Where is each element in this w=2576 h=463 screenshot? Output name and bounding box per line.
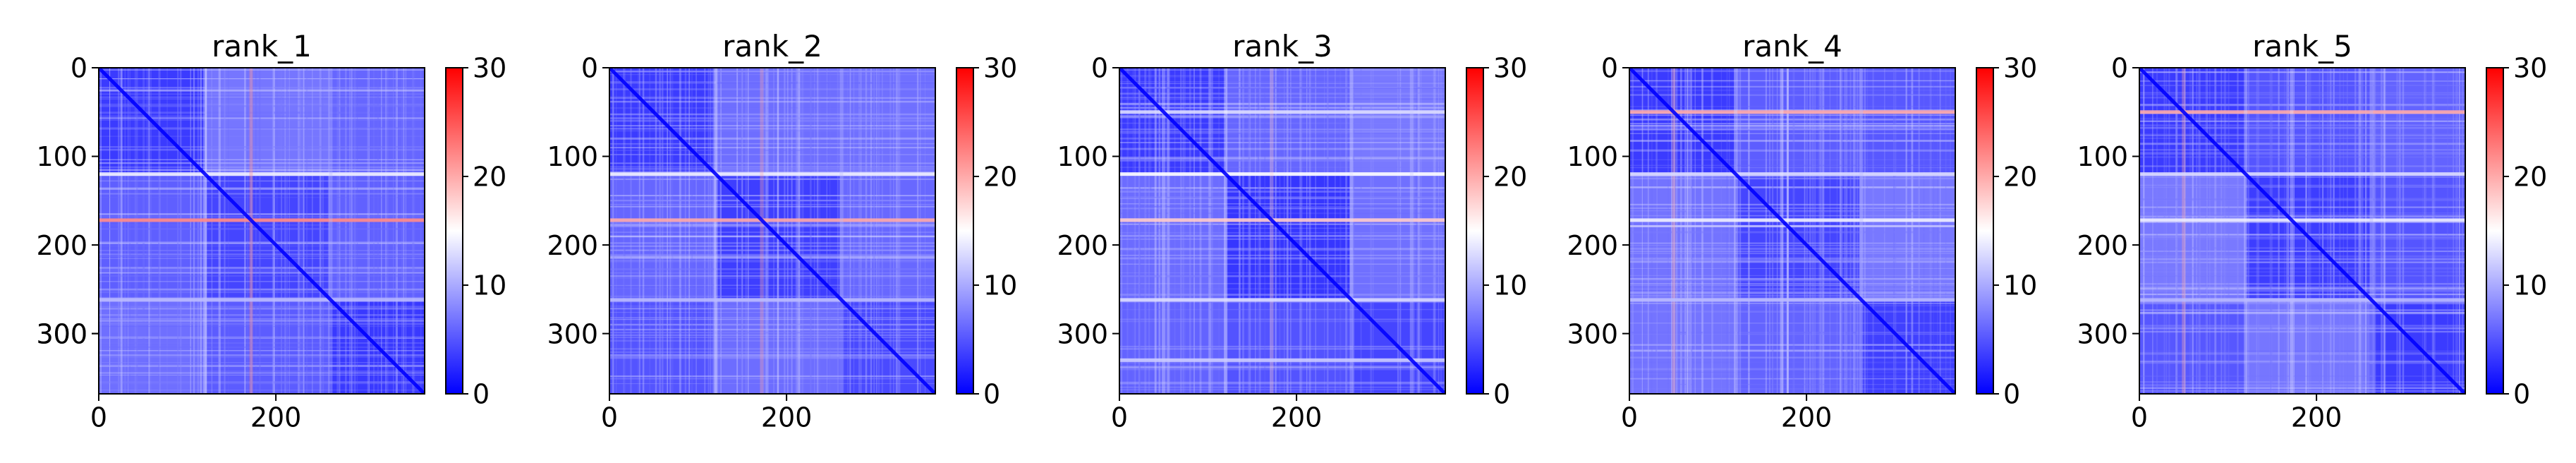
x-tick-label: 0 bbox=[1111, 402, 1128, 433]
panel-title: rank_4 bbox=[1742, 29, 1842, 64]
colorbar bbox=[1466, 67, 1484, 395]
axes-frame bbox=[98, 67, 425, 395]
diagonal bbox=[1119, 68, 1445, 394]
colorbar bbox=[2486, 67, 2504, 395]
colorbar bbox=[956, 67, 974, 395]
y-tick-label: 0 bbox=[581, 53, 598, 84]
colorbar-tick-label: 30 bbox=[473, 53, 506, 84]
colorbar-tick-label: 20 bbox=[1493, 162, 1527, 193]
y-tick-label: 100 bbox=[1057, 141, 1108, 172]
colorbar-tick-label: 0 bbox=[2513, 379, 2530, 410]
colorbar-tick-label: 0 bbox=[1493, 379, 1510, 410]
colorbar-tick-label: 20 bbox=[983, 162, 1017, 193]
heatmap-panel-rank-4: rank_4 0 100 200 300 0 200 0 10 20 30 bbox=[1567, 29, 2037, 433]
diagonal bbox=[1629, 68, 1955, 394]
heatmap-panel-rank-2: rank_2 0 100 200 300 0 200 0 10 20 30 bbox=[547, 29, 1017, 433]
colorbar-tick-label: 10 bbox=[2513, 270, 2547, 301]
panel-title: rank_2 bbox=[722, 29, 822, 64]
diagonal bbox=[609, 68, 935, 394]
y-tick-label: 200 bbox=[2077, 230, 2128, 261]
x-tick-label: 200 bbox=[250, 402, 302, 433]
colorbar-tick-label: 20 bbox=[2513, 162, 2547, 193]
heatmap-panel-rank-5: rank_5 0 100 200 300 0 200 0 10 20 30 bbox=[2077, 29, 2547, 433]
colorbar-tick-label: 20 bbox=[473, 162, 506, 193]
panel-title: rank_5 bbox=[2252, 29, 2352, 64]
y-tick-label: 100 bbox=[1567, 141, 1618, 172]
y-tick-label: 0 bbox=[2111, 53, 2128, 84]
y-tick-label: 300 bbox=[547, 318, 598, 349]
colorbar-tick-label: 0 bbox=[473, 379, 490, 410]
colorbar-tick-label: 20 bbox=[2003, 162, 2037, 193]
heatmap-panel-rank-3: rank_3 0 100 200 300 0 200 0 10 20 30 bbox=[1057, 29, 1527, 433]
y-tick-label: 300 bbox=[1057, 318, 1108, 349]
x-tick-label: 0 bbox=[601, 402, 618, 433]
x-tick-label: 0 bbox=[90, 402, 107, 433]
y-tick-label: 0 bbox=[1601, 53, 1618, 84]
y-tick-label: 300 bbox=[36, 318, 87, 349]
x-tick-label: 200 bbox=[1271, 402, 1323, 433]
y-tick-label: 200 bbox=[1567, 230, 1618, 261]
y-tick-label: 200 bbox=[547, 230, 598, 261]
colorbar-tick-label: 30 bbox=[2003, 53, 2037, 84]
y-tick-label: 100 bbox=[2077, 141, 2128, 172]
panel-title: rank_1 bbox=[212, 29, 312, 64]
axes-frame bbox=[2139, 67, 2466, 395]
heatmap-cells bbox=[99, 68, 425, 394]
y-tick-label: 300 bbox=[36, 318, 87, 349]
x-tick-label: 200 bbox=[2291, 402, 2343, 433]
colorbar-tick-label: 0 bbox=[983, 379, 1000, 410]
y-tick-label: 200 bbox=[1057, 230, 1108, 261]
heatmap-cells bbox=[609, 68, 935, 394]
y-tick-label: 200 bbox=[36, 230, 87, 261]
diagonal bbox=[99, 68, 425, 394]
colorbar-tick-label: 0 bbox=[2003, 379, 2020, 410]
y-tick-label: 0 bbox=[71, 53, 87, 84]
colorbar-tick-label: 10 bbox=[2003, 270, 2037, 301]
axes-frame bbox=[1119, 67, 1446, 395]
x-tick-label: 200 bbox=[1781, 402, 1833, 433]
heatmap-cells bbox=[2139, 68, 2465, 394]
y-tick-label: 100 bbox=[36, 141, 87, 172]
colorbar-tick-label: 30 bbox=[2513, 53, 2547, 84]
y-tick-label: 100 bbox=[547, 141, 598, 172]
panel-title: rank_3 bbox=[1232, 29, 1332, 64]
colorbar-tick-label: 30 bbox=[983, 53, 1017, 84]
diagonal bbox=[2139, 68, 2465, 394]
colorbar bbox=[1976, 67, 1994, 395]
y-tick-label: 300 bbox=[1567, 318, 1618, 349]
colorbar-tick-label: 30 bbox=[1493, 53, 1527, 84]
y-tick-label: 0 bbox=[1091, 53, 1108, 84]
y-tick-label: 300 bbox=[2077, 318, 2128, 349]
colorbar bbox=[445, 67, 463, 395]
colorbar-tick-label: 10 bbox=[983, 270, 1017, 301]
heatmap-cells bbox=[1119, 68, 1445, 394]
colorbar-tick-label: 10 bbox=[1493, 270, 1527, 301]
x-tick-label: 0 bbox=[1621, 402, 1638, 433]
heatmap-cells bbox=[1629, 68, 1955, 394]
axes-frame bbox=[1629, 67, 1956, 395]
axes-frame bbox=[609, 67, 936, 395]
x-tick-label: 0 bbox=[2131, 402, 2148, 433]
x-tick-label: 200 bbox=[761, 402, 813, 433]
colorbar-tick-label: 10 bbox=[473, 270, 506, 301]
